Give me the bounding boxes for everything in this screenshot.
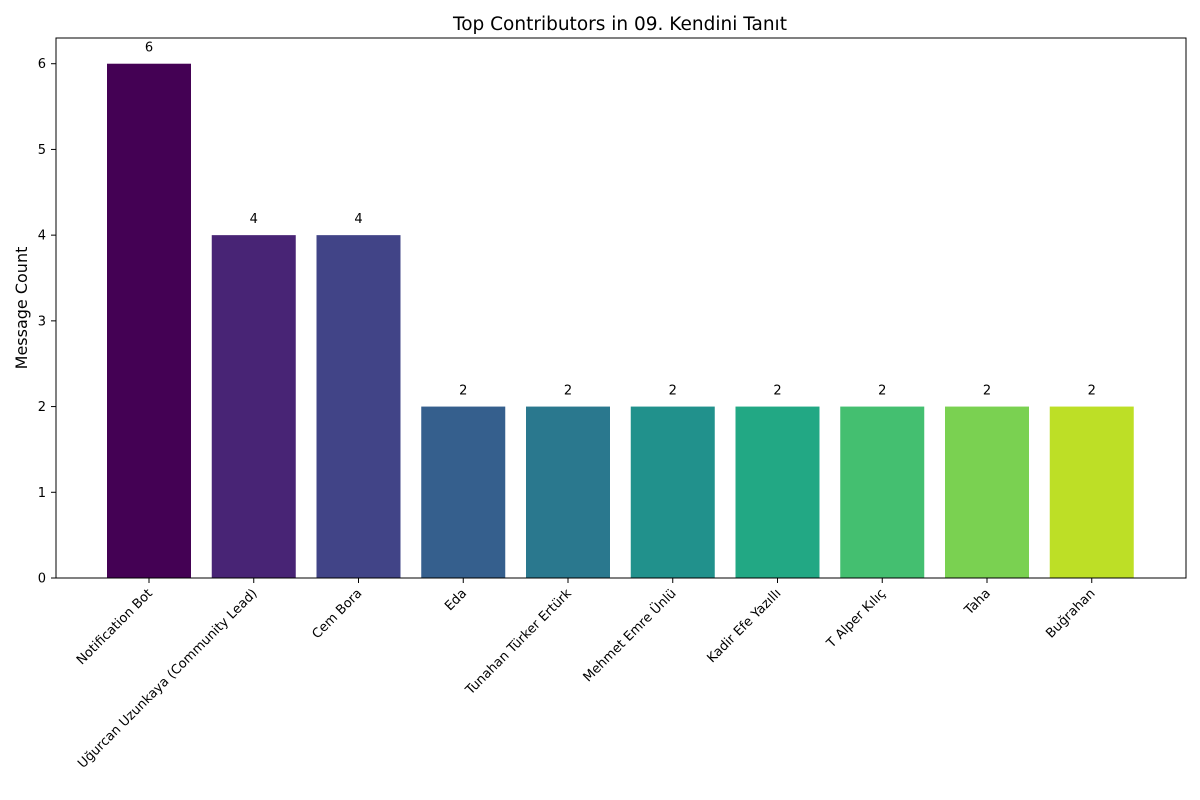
bar-value-label: 2	[773, 384, 781, 399]
bar-value-label: 6	[145, 41, 153, 56]
bar	[1049, 406, 1134, 578]
bar	[421, 406, 506, 578]
x-tick-label: Eda	[442, 586, 470, 614]
bar	[526, 406, 610, 578]
chart-title: Top Contributors in 09. Kendini Tanıt	[452, 14, 787, 35]
bar-value-label: 2	[564, 384, 572, 399]
x-tick-label: T Alper Kılıç	[823, 586, 889, 652]
y-tick-label: 1	[38, 486, 46, 501]
bar-value-label: 2	[669, 384, 677, 399]
bar-value-label: 2	[1088, 384, 1096, 399]
x-tick-label: Taha	[961, 586, 994, 619]
y-tick-label: 3	[38, 314, 46, 329]
x-tick-label: Uğurcan Uzunkaya (Community Lead)	[75, 586, 260, 771]
bar	[107, 63, 191, 578]
y-tick-label: 6	[38, 57, 46, 72]
y-axis-label: Message Count	[12, 247, 31, 370]
bars-group	[107, 63, 1134, 578]
bar-value-label: 4	[354, 212, 362, 227]
y-tick-label: 2	[38, 400, 46, 415]
bar-value-label: 2	[983, 384, 991, 399]
bar	[211, 235, 296, 578]
bar	[630, 406, 715, 578]
x-tick-label: Kadir Efe Yazıllı	[704, 586, 784, 666]
bar-value-label: 2	[878, 384, 886, 399]
x-tick-label: Mehmet Emre Ünlü	[579, 585, 679, 685]
x-tick-label: Cem Bora	[309, 586, 365, 642]
x-tick-label: Tunahan Türker Ertürk	[462, 586, 575, 699]
y-axis-ticks: 0 1 2 3 4 5 6	[38, 57, 56, 587]
x-tick-label: Buğrahan	[1043, 586, 1098, 641]
y-tick-label: 4	[38, 229, 46, 244]
bar	[945, 406, 1029, 578]
y-tick-label: 0	[38, 572, 46, 587]
bar	[840, 406, 925, 578]
bar	[735, 406, 820, 578]
y-tick-label: 5	[38, 143, 46, 158]
bar-value-label: 4	[250, 212, 258, 227]
bar	[316, 235, 401, 578]
plot-frame	[55, 37, 1187, 579]
x-tick-label: Notification Bot	[74, 586, 156, 668]
data-labels-group: 6 4 4 2 2 2 2 2 2 2	[145, 41, 1096, 399]
bar-value-label: 2	[459, 384, 467, 399]
